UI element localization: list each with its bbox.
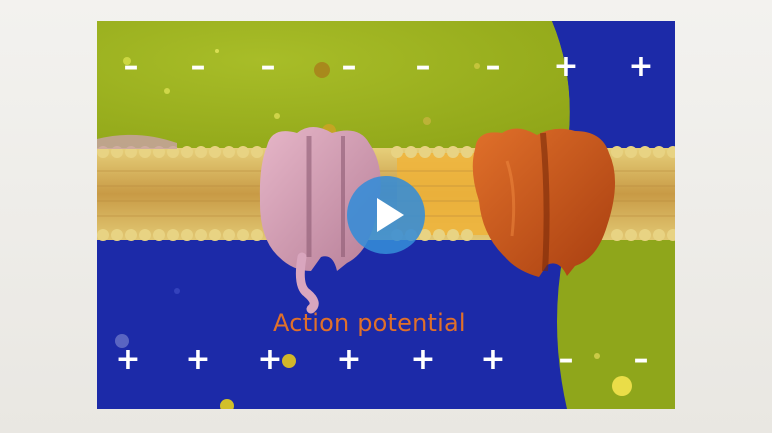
sodium-channel [259, 127, 381, 314]
potassium-channel [472, 128, 616, 277]
charge-sign-top-7: + [553, 49, 579, 84]
charge-sign-top-8: + [628, 49, 654, 84]
charge-sign-bottom-5: + [410, 342, 436, 377]
extracellular-region [97, 21, 570, 151]
membrane-scene [97, 21, 675, 409]
video-caption: Action potential [273, 309, 466, 337]
charge-sign-bottom-2: + [185, 342, 211, 377]
charge-sign-bottom-1: + [115, 342, 141, 377]
charge-sign-top-5: – [415, 49, 431, 84]
charge-sign-bottom-8: – [633, 342, 649, 377]
ion-particles [115, 49, 632, 409]
charge-sign-top-6: – [485, 49, 501, 84]
charge-sign-bottom-3: + [257, 342, 283, 377]
charge-sign-bottom-7: – [558, 342, 574, 377]
charge-signs: – – – – – – + + + + + + + + – – [97, 21, 675, 409]
play-icon [377, 198, 404, 232]
charge-sign-top-1: – [123, 49, 139, 84]
charge-sign-top-4: – [341, 49, 357, 84]
charge-sign-top-2: – [190, 49, 206, 84]
video-frame[interactable]: – – – – – – + + + + + + + + – – Action p… [97, 21, 675, 409]
charge-sign-bottom-6: + [480, 342, 506, 377]
depolarized-region [557, 236, 675, 409]
right-blue-region [552, 21, 675, 151]
charge-sign-bottom-4: + [336, 342, 362, 377]
charge-sign-top-3: – [260, 49, 276, 84]
play-button[interactable] [347, 176, 425, 254]
